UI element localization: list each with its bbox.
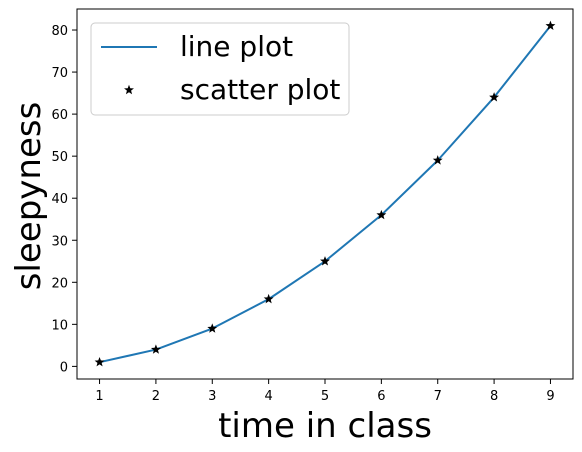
y-tick-label: 80 bbox=[51, 24, 68, 39]
x-tick-label: 3 bbox=[208, 389, 216, 404]
y-tick-label: 40 bbox=[51, 192, 68, 207]
y-tick-label: 50 bbox=[51, 150, 68, 165]
scatter-point bbox=[376, 209, 387, 220]
scatter-point bbox=[545, 20, 556, 31]
scatter-point bbox=[489, 92, 500, 102]
y-tick-label: 20 bbox=[51, 276, 68, 291]
x-tick-label: 4 bbox=[264, 389, 272, 404]
y-tick-label: 60 bbox=[51, 108, 68, 123]
x-tick-label: 9 bbox=[546, 389, 554, 404]
scatter-point bbox=[432, 155, 443, 165]
x-tick-label: 5 bbox=[321, 389, 329, 404]
y-ticks: 0 10 20 30 40 50 60 70 80 bbox=[51, 24, 77, 375]
legend-star-icon bbox=[124, 84, 134, 95]
y-tick-label: 0 bbox=[60, 360, 68, 375]
x-tick-label: 1 bbox=[95, 389, 103, 404]
x-tick-label: 2 bbox=[152, 389, 160, 404]
scatter-point bbox=[94, 356, 105, 367]
y-tick-label: 70 bbox=[51, 66, 68, 81]
y-tick-label: 10 bbox=[51, 318, 68, 333]
x-axis-label: time in class bbox=[218, 406, 432, 446]
y-axis-label: sleepyness bbox=[9, 102, 49, 291]
scatter-point bbox=[207, 323, 218, 333]
y-tick-label: 30 bbox=[51, 234, 68, 249]
x-tick-label: 6 bbox=[377, 389, 385, 404]
scatter-point bbox=[320, 256, 330, 266]
series-layer bbox=[94, 20, 556, 367]
x-tick-label: 8 bbox=[490, 389, 498, 404]
legend: line plot scatter plot bbox=[90, 22, 350, 116]
scatter-point bbox=[150, 344, 161, 354]
legend-label-scatter: scatter plot bbox=[180, 73, 340, 106]
legend-label-line: line plot bbox=[180, 30, 293, 63]
x-ticks: 1 2 3 4 5 6 7 8 9 bbox=[95, 379, 555, 404]
x-tick-label: 7 bbox=[434, 389, 442, 404]
scatter-point bbox=[263, 293, 274, 304]
